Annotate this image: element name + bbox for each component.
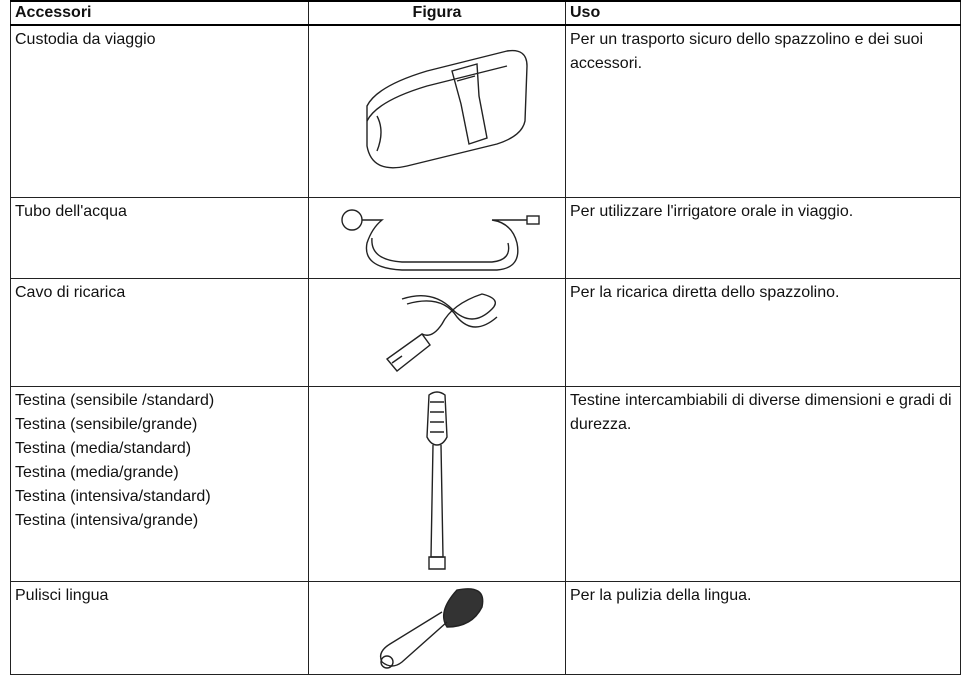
accessori-line: Cavo di ricarica xyxy=(15,283,126,301)
accessori-cell: Testina (sensibile /standard) Testina (se… xyxy=(10,385,309,582)
accessori-cell: Tubo dell'acqua xyxy=(10,196,309,279)
brush-head-illustration xyxy=(426,390,448,570)
figure-cell xyxy=(308,277,566,387)
tongue-cleaner-illustration xyxy=(379,587,484,669)
figure-cell xyxy=(308,24,566,198)
header-row: Accessori Figura Uso xyxy=(10,0,961,26)
tube-illustration xyxy=(341,208,540,271)
figure-cell xyxy=(308,580,566,675)
accessori-cell: Custodia da viaggio xyxy=(10,24,309,198)
accessori-cell: Cavo di ricarica xyxy=(10,277,309,387)
accessori-line: Tubo dell'acqua xyxy=(15,202,127,220)
accessori-line: Pulisci lingua xyxy=(15,586,109,604)
accessories-table: Accessori Figura Uso Custodia da viaggio… xyxy=(10,0,961,675)
header-cell: Accessori xyxy=(10,0,309,26)
uso-cell: Per la ricarica diretta dello spazzolino… xyxy=(565,277,961,387)
uso-cell: Per utilizzare l'irrigatore orale in via… xyxy=(565,196,961,279)
header-cell: Figura xyxy=(308,0,566,26)
accessori-cell: Pulisci lingua xyxy=(10,580,309,675)
accessori-line: Testina (intensiva/standard) xyxy=(15,487,211,505)
uso-cell: Per un trasporto sicuro dello spazzolino… xyxy=(565,24,961,198)
figure-cell xyxy=(308,385,566,582)
cable-illustration xyxy=(385,292,498,372)
uso-cell: Testine intercambiabili di diverse dimen… xyxy=(565,385,961,582)
uso-cell: Per la pulizia della lingua. xyxy=(565,580,961,675)
accessori-line: Testina (intensiva/grande) xyxy=(15,511,199,529)
row: Cavo di ricarica Per la ricarica diretta… xyxy=(10,277,961,387)
header-cell: Uso xyxy=(565,0,961,26)
accessori-line: Testina (media/standard) xyxy=(15,439,192,457)
row: Pulisci lingua Per la pulizia della ling… xyxy=(10,580,961,675)
row: Custodia da viaggio Per un trasporto sic… xyxy=(10,24,961,198)
row: Tubo dell'acqua Per utilizzare l'irrigat… xyxy=(10,196,961,279)
case-illustration xyxy=(366,49,528,169)
row: Testina (sensibile /standard) Testina (se… xyxy=(10,385,961,582)
accessori-line: Testina (media/grande) xyxy=(15,463,179,481)
accessori-line: Testina (sensibile /standard) xyxy=(15,391,215,409)
figure-cell xyxy=(308,196,566,279)
accessori-line: Custodia da viaggio xyxy=(15,31,156,48)
accessori-line: Testina (sensibile/grande) xyxy=(15,415,198,433)
